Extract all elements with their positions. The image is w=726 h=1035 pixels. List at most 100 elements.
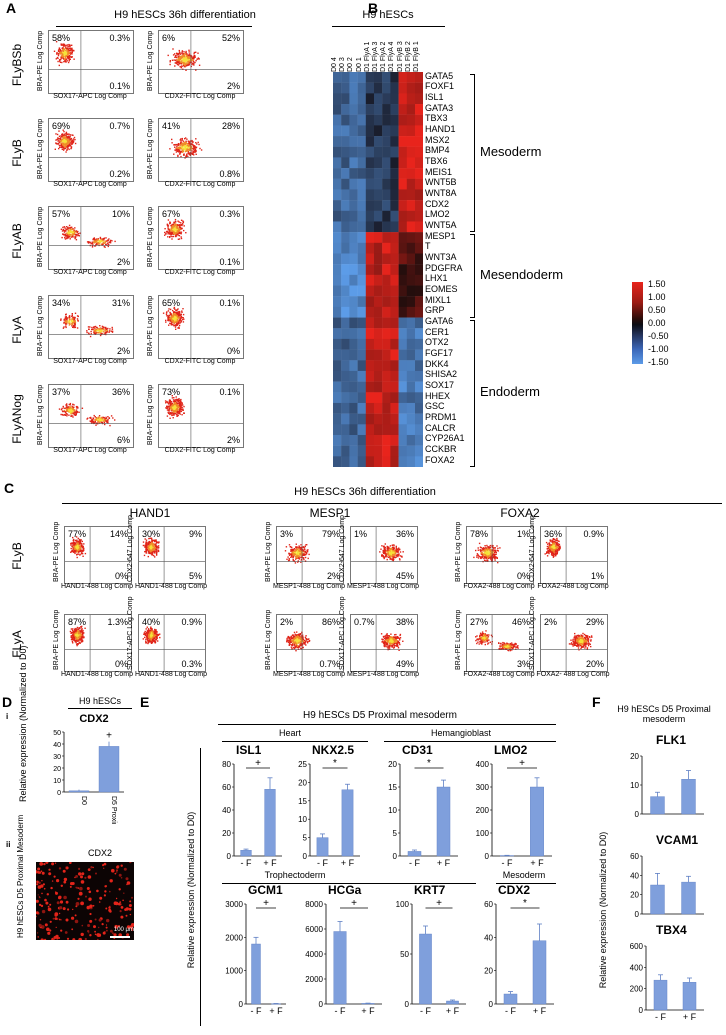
heatmap-cell bbox=[390, 306, 399, 318]
heatmap-cell bbox=[398, 328, 407, 340]
quadrant-percent: 20% bbox=[585, 659, 604, 669]
heatmap-cell bbox=[390, 392, 399, 404]
quadrant-percent: 77% bbox=[68, 529, 87, 539]
heatmap-cell bbox=[406, 136, 416, 147]
heatmap-cell bbox=[365, 253, 375, 265]
heatmap-cell bbox=[398, 424, 407, 436]
panel-e-title: H9 hESCs D5 Proximal mesoderm bbox=[303, 710, 457, 721]
flow-scatter bbox=[49, 119, 133, 181]
nucleus-dot bbox=[77, 897, 80, 900]
nucleus-dot bbox=[96, 889, 99, 893]
heatmap-cell bbox=[406, 146, 416, 158]
heatmap-cell bbox=[333, 285, 342, 297]
quadrant-percent: 0% bbox=[226, 346, 240, 356]
nucleus-dot bbox=[41, 880, 43, 882]
quadrant-percent: 1% bbox=[354, 529, 368, 539]
quadrant-percent: 78% bbox=[470, 529, 489, 539]
heatmap-cell bbox=[341, 370, 350, 382]
legend-value: 1.50 bbox=[648, 279, 666, 289]
heatmap-cell bbox=[365, 402, 375, 414]
heatmap-cell bbox=[398, 157, 407, 169]
y-tick-label: 40 bbox=[222, 806, 231, 815]
heatmap-cell bbox=[415, 93, 423, 105]
heatmap-cell bbox=[415, 136, 423, 147]
group-hemangioblast-rule bbox=[384, 741, 556, 742]
nucleus-dot bbox=[93, 925, 96, 929]
heatmap-cell bbox=[357, 200, 366, 211]
chart-title: TBX4 bbox=[656, 924, 687, 937]
heatmap-cell bbox=[357, 189, 366, 201]
group-label: Mesendoderm bbox=[480, 266, 564, 282]
heatmap-cell bbox=[341, 82, 350, 94]
quadrant-percent: 58% bbox=[52, 33, 71, 43]
quadrant-percent: 2% bbox=[116, 257, 130, 267]
nucleus-dot bbox=[126, 933, 130, 937]
heatmap-cell bbox=[398, 72, 407, 83]
nucleus-dot bbox=[39, 862, 44, 866]
group-label: Endoderm bbox=[480, 384, 540, 400]
nucleus-dot bbox=[65, 900, 69, 904]
nucleus-dot bbox=[78, 872, 82, 876]
nucleus-dot bbox=[115, 871, 118, 873]
heatmap-cell bbox=[382, 200, 391, 211]
nucleus-dot bbox=[40, 870, 43, 873]
heatmap-cell bbox=[357, 370, 366, 382]
heatmap-cell bbox=[365, 296, 375, 308]
nucleus-dot bbox=[58, 896, 62, 900]
nucleus-dot bbox=[49, 920, 52, 923]
heatmap-cell bbox=[374, 264, 383, 276]
nucleus-dot bbox=[113, 901, 118, 905]
quadrant-percent: 28% bbox=[221, 121, 240, 131]
y-tick-label: 20 bbox=[298, 778, 307, 787]
heatmap-cell bbox=[357, 456, 366, 467]
heatmap-cell bbox=[365, 200, 375, 211]
heatmap-gene-label: FGF17 bbox=[425, 348, 454, 359]
x-category-label: + F bbox=[269, 1006, 283, 1016]
bar-chart-nkx2-5: 0 5 10 15 20 25 - F + F *NKX2.5 bbox=[298, 744, 360, 868]
bar-chart-gcm1: 0 1000 2000 3000 - F + F +GCM1 bbox=[225, 884, 286, 1016]
heatmap-cell bbox=[390, 168, 399, 179]
nucleus-dot bbox=[38, 903, 42, 907]
quadrant-percent: 9% bbox=[188, 529, 202, 539]
nucleus-dot bbox=[119, 903, 121, 905]
heatmap-cell bbox=[398, 274, 407, 286]
heatmap-cell bbox=[341, 296, 350, 308]
heatmap-cell bbox=[415, 242, 423, 254]
heatmap-cell bbox=[365, 157, 375, 169]
heatmap-cell bbox=[349, 264, 358, 276]
heatmap-cell bbox=[341, 189, 350, 201]
flow-plot: 58% 0.3% 0.1% bbox=[48, 30, 134, 94]
x-category-label: + F bbox=[437, 858, 451, 868]
y-tick-label: 0 bbox=[639, 1006, 644, 1015]
heatmap-cell bbox=[382, 157, 391, 169]
heatmap-cell bbox=[357, 306, 366, 318]
heatmap-cell bbox=[333, 82, 342, 94]
heatmap-gene-label: HAND1 bbox=[425, 123, 456, 134]
nucleus-dot bbox=[58, 912, 61, 915]
heatmap-cell bbox=[398, 136, 407, 147]
heatmap-cell bbox=[365, 338, 375, 350]
heatmap-cell bbox=[374, 93, 383, 105]
nucleus-dot bbox=[45, 862, 49, 864]
heatmap-cell bbox=[406, 104, 416, 115]
heatmap-cell bbox=[390, 264, 399, 276]
heatmap-cell bbox=[365, 242, 375, 254]
nucleus-dot bbox=[122, 899, 124, 902]
heatmap-gene-label: CDX2 bbox=[425, 198, 450, 209]
chart-d-cdx2: CDX2 0 10 20 30 40 50 D0 D5 Proximal Mesoderm + bbox=[53, 713, 124, 824]
heatmap-cell bbox=[365, 210, 375, 222]
heatmap-cell bbox=[382, 338, 391, 350]
heatmap-cell bbox=[406, 210, 416, 222]
heatmap-cell bbox=[341, 200, 350, 211]
heatmap-cell bbox=[390, 445, 399, 457]
nucleus-dot bbox=[78, 937, 83, 940]
heatmap-cell bbox=[374, 445, 383, 457]
heatmap-cell bbox=[390, 200, 399, 211]
group-label: Mesoderm bbox=[480, 144, 542, 160]
heatmap-cell bbox=[406, 338, 416, 350]
heatmap-cell bbox=[415, 381, 423, 393]
heatmap-cell bbox=[406, 445, 416, 457]
heatmap-cell bbox=[341, 114, 350, 126]
heatmap-cell bbox=[382, 104, 391, 115]
y-tick-label: 20 bbox=[388, 760, 397, 769]
